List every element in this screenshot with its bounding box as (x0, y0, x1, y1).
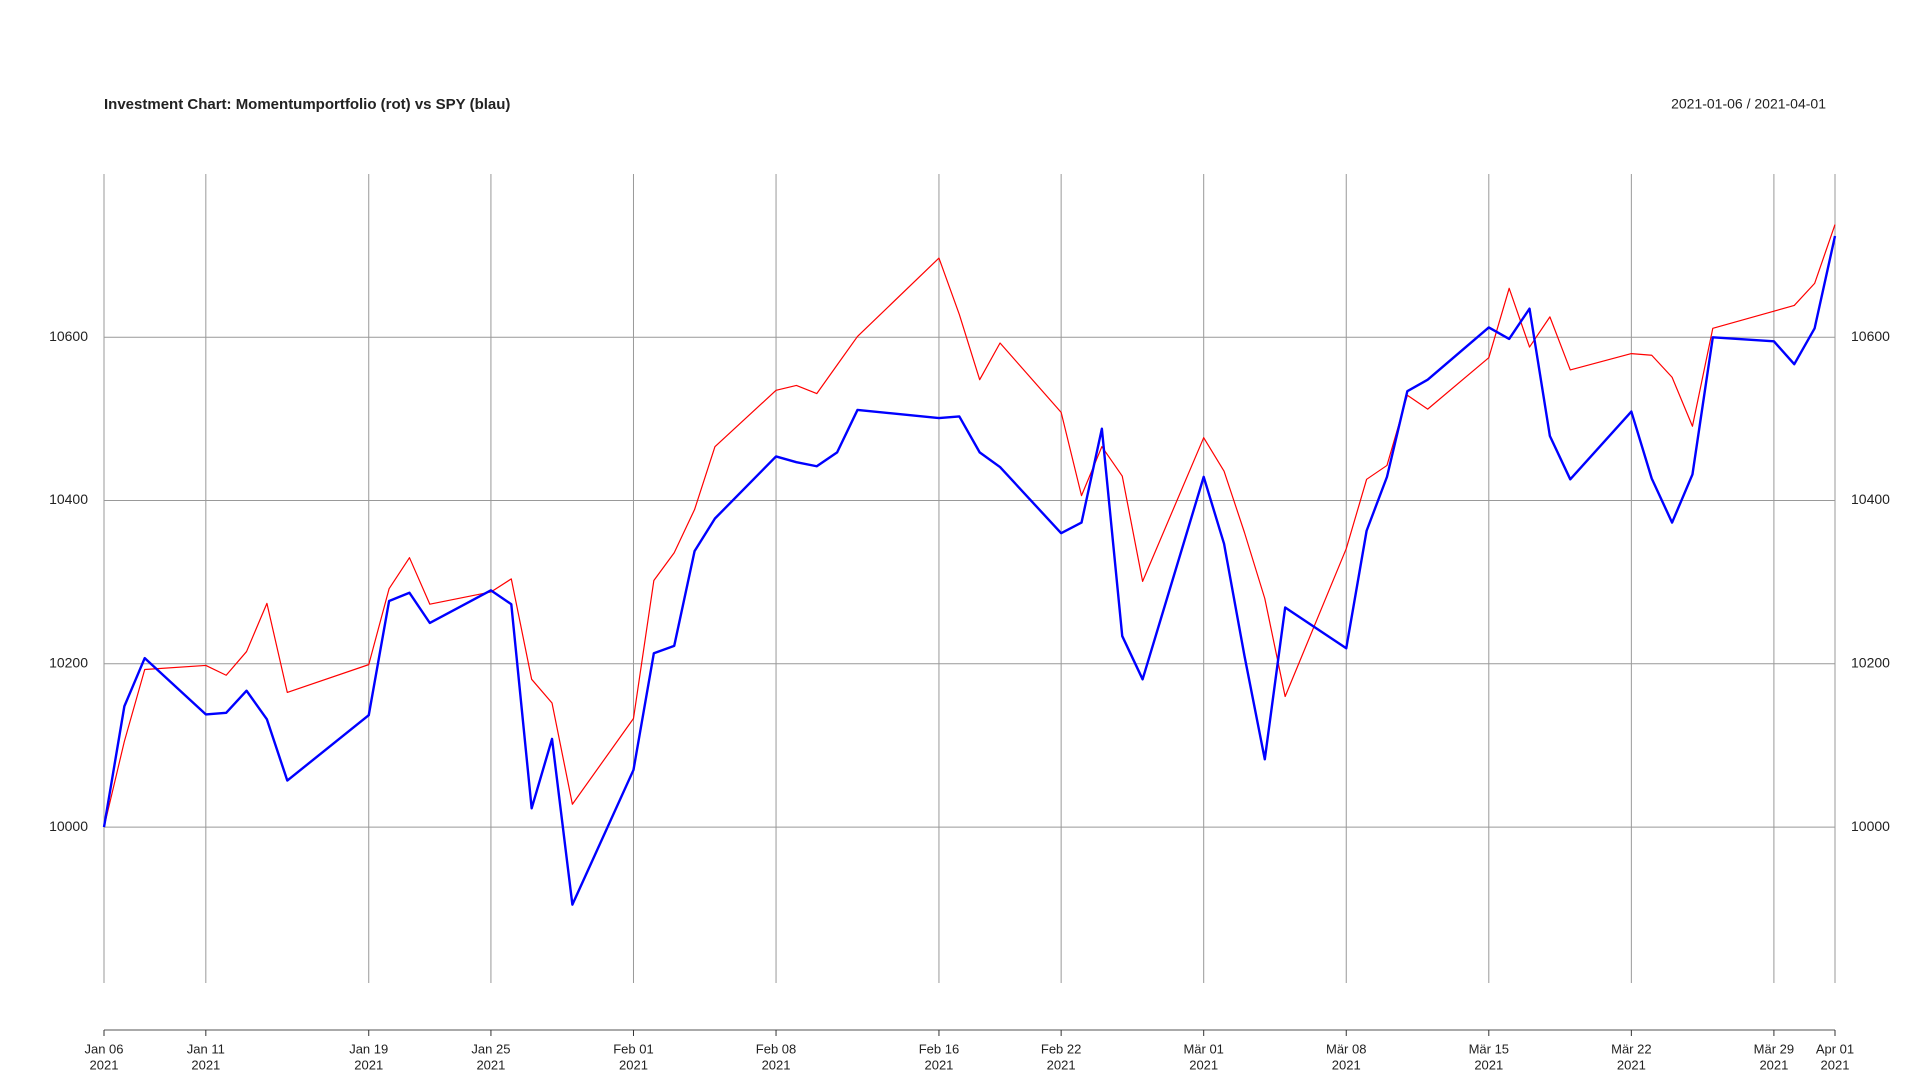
x-tick-label: Mär 22 (1611, 1041, 1651, 1056)
x-tick-label-year: 2021 (1332, 1057, 1361, 1072)
x-tick-label: Mär 01 (1183, 1041, 1223, 1056)
x-tick-label-year: 2021 (476, 1057, 505, 1072)
x-tick-label-year: 2021 (1617, 1057, 1646, 1072)
x-tick-label: Feb 08 (756, 1041, 796, 1056)
y-tick-label-right: 10400 (1851, 491, 1890, 507)
x-tick-label-year: 2021 (762, 1057, 791, 1072)
x-tick-label: Mär 15 (1469, 1041, 1509, 1056)
x-tick-label: Jan 25 (471, 1041, 510, 1056)
x-tick-label-year: 2021 (924, 1057, 953, 1072)
x-tick-label-year: 2021 (1047, 1057, 1076, 1072)
y-tick-label: 10400 (49, 491, 88, 507)
x-tick-label-year: 2021 (619, 1057, 648, 1072)
chart-title: Investment Chart: Momentumportfolio (rot… (104, 96, 510, 113)
x-tick-label: Jan 19 (349, 1041, 388, 1056)
x-tick-label-year: 2021 (191, 1057, 220, 1072)
x-tick-label-year: 2021 (354, 1057, 383, 1072)
x-tick-label: Feb 22 (1041, 1041, 1081, 1056)
x-tick-label: Jan 11 (187, 1041, 225, 1056)
x-tick-label: Mär 29 (1754, 1041, 1794, 1056)
x-tick-label: Feb 01 (613, 1041, 653, 1056)
x-tick-label-year: 2021 (90, 1057, 119, 1072)
y-tick-label: 10000 (49, 818, 88, 834)
y-tick-label-right: 10200 (1851, 655, 1890, 671)
chart-subtitle: 2021-01-06 / 2021-04-01 (1671, 96, 1826, 112)
x-tick-label-year: 2021 (1189, 1057, 1218, 1072)
x-tick-label: Apr 01 (1816, 1041, 1854, 1056)
x-tick-label: Jan 06 (84, 1041, 123, 1056)
y-tick-label: 10600 (49, 328, 88, 344)
x-tick-label-year: 2021 (1821, 1057, 1850, 1072)
x-tick-label-year: 2021 (1474, 1057, 1503, 1072)
y-tick-label: 10200 (49, 655, 88, 671)
x-tick-label: Feb 16 (919, 1041, 959, 1056)
series-line (102, 235, 1837, 906)
series-line (103, 224, 1836, 828)
x-tick-label: Mär 08 (1326, 1041, 1366, 1056)
y-tick-label-right: 10000 (1851, 818, 1890, 834)
x-tick-label-year: 2021 (1759, 1057, 1788, 1072)
y-tick-label-right: 10600 (1851, 328, 1890, 344)
